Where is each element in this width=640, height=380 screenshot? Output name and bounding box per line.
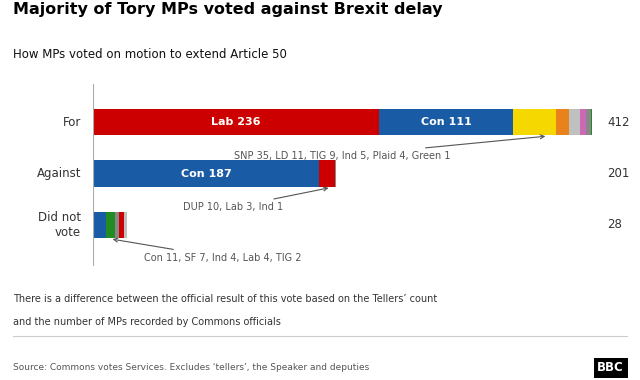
- Bar: [332, 160, 335, 187]
- Text: DUP 10, Lab 3, Ind 1: DUP 10, Lab 3, Ind 1: [182, 187, 328, 212]
- Bar: [124, 212, 127, 238]
- Text: Con 111: Con 111: [420, 117, 472, 127]
- Bar: [106, 212, 115, 238]
- Bar: [93, 160, 319, 187]
- Bar: [556, 109, 569, 136]
- Text: Lab 236: Lab 236: [211, 117, 260, 127]
- Text: Source: Commons votes Services. Excludes ‘tellers’, the Speaker and deputies: Source: Commons votes Services. Excludes…: [13, 363, 369, 372]
- Text: SNP 35, LD 11, TIG 9, Ind 5, Plaid 4, Green 1: SNP 35, LD 11, TIG 9, Ind 5, Plaid 4, Gr…: [234, 135, 544, 161]
- Text: 28: 28: [607, 218, 622, 231]
- Bar: [586, 109, 591, 136]
- Text: There is a difference between the official result of this vote based on the Tell: There is a difference between the offici…: [13, 294, 437, 304]
- Bar: [591, 109, 592, 136]
- Bar: [513, 109, 556, 136]
- Text: and the number of MPs recorded by Commons officials: and the number of MPs recorded by Common…: [13, 317, 281, 327]
- Bar: [93, 109, 379, 136]
- Bar: [569, 109, 580, 136]
- Text: How MPs voted on motion to extend Article 50: How MPs voted on motion to extend Articl…: [13, 48, 287, 60]
- Text: Con 187: Con 187: [180, 168, 232, 179]
- Text: 201: 201: [607, 167, 629, 180]
- Bar: [93, 212, 106, 238]
- Bar: [580, 109, 586, 136]
- Text: Con 11, SF 7, Ind 4, Lab 4, TIG 2: Con 11, SF 7, Ind 4, Lab 4, TIG 2: [114, 238, 301, 263]
- Bar: [319, 160, 332, 187]
- Text: Majority of Tory MPs voted against Brexit delay: Majority of Tory MPs voted against Brexi…: [13, 2, 442, 17]
- Bar: [379, 109, 513, 136]
- Text: 412: 412: [607, 116, 630, 129]
- Bar: [335, 160, 337, 187]
- Text: BBC: BBC: [597, 361, 624, 374]
- Bar: [120, 212, 124, 238]
- Bar: [115, 212, 120, 238]
